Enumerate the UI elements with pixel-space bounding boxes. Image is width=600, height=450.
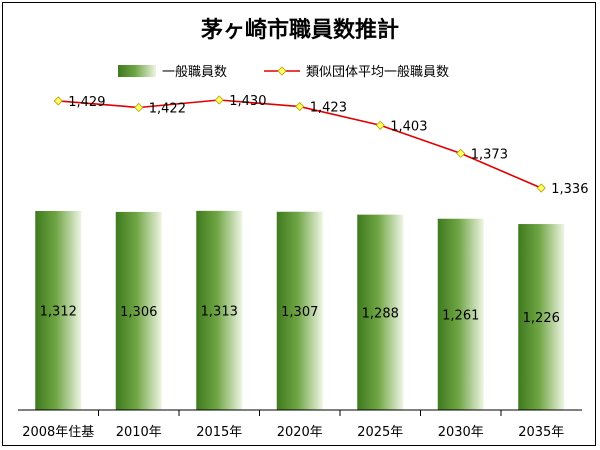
bar-series: 1,312 1,306 1,313 1,307 1,288 1,261 1,226 (35, 210, 565, 410)
line-value-label-6: 1,336 (551, 182, 588, 197)
bar-value-label-5: 1,261 (442, 308, 479, 323)
bar-3 (276, 211, 323, 410)
legend-line-label: 類似団体平均一般職員数 (306, 64, 449, 80)
line-marker-2 (214, 95, 224, 105)
bar-1 (115, 211, 162, 410)
bar-0 (35, 211, 82, 410)
legend-bar-label: 一般職員数 (162, 64, 227, 80)
bar-value-label-0: 1,312 (40, 305, 77, 320)
line-marker-3 (295, 101, 305, 112)
line-marker-6 (536, 183, 546, 193)
line-value-label-4: 1,403 (390, 119, 427, 134)
x-tick-label-3: 2020年 (277, 425, 323, 440)
line-marker-4 (375, 120, 385, 130)
line-value-label-3: 1,423 (310, 101, 347, 116)
line-path (58, 99, 542, 189)
line-marker-5 (456, 148, 466, 158)
line-value-label-5: 1,373 (471, 147, 508, 162)
line-value-label-0: 1,429 (68, 95, 105, 110)
bar-value-label-3: 1,307 (281, 305, 318, 320)
line-value-label-2: 1,430 (229, 94, 266, 109)
bar-6 (518, 224, 565, 410)
bar-value-label-6: 1,226 (523, 311, 560, 326)
legend: 一般職員数 類似団体平均一般職員数 (118, 64, 449, 80)
x-tick-label-0: 2008年住基 (22, 425, 94, 440)
legend-line-marker (277, 66, 287, 76)
bar-5 (437, 218, 484, 410)
x-axis-ticks: 2008年住基 2010年 2015年 2020年 2025年 2030年 2035年 (22, 410, 564, 440)
line-marker-1 (134, 102, 144, 113)
bar-2 (196, 210, 243, 410)
line-value-label-1: 1,422 (149, 101, 186, 116)
x-tick-label-4: 2025年 (357, 425, 403, 440)
bar-value-label-1: 1,306 (120, 305, 157, 320)
chart-title: 茅ヶ崎市職員数推計 (200, 18, 399, 43)
x-tick-label-5: 2030年 (438, 425, 484, 440)
x-tick-label-2: 2015年 (196, 425, 242, 440)
bar-value-label-4: 1,288 (362, 306, 399, 321)
x-tick-label-1: 2010年 (116, 425, 162, 440)
bar-4 (357, 214, 404, 410)
x-tick-label-6: 2035年 (518, 425, 564, 440)
line-series: 1,429 1,422 1,430 1,423 1,403 1,373 1,336 (53, 94, 588, 197)
legend-bar-swatch (118, 65, 156, 77)
bar-value-label-2: 1,313 (201, 304, 238, 319)
line-marker-0 (53, 96, 63, 106)
